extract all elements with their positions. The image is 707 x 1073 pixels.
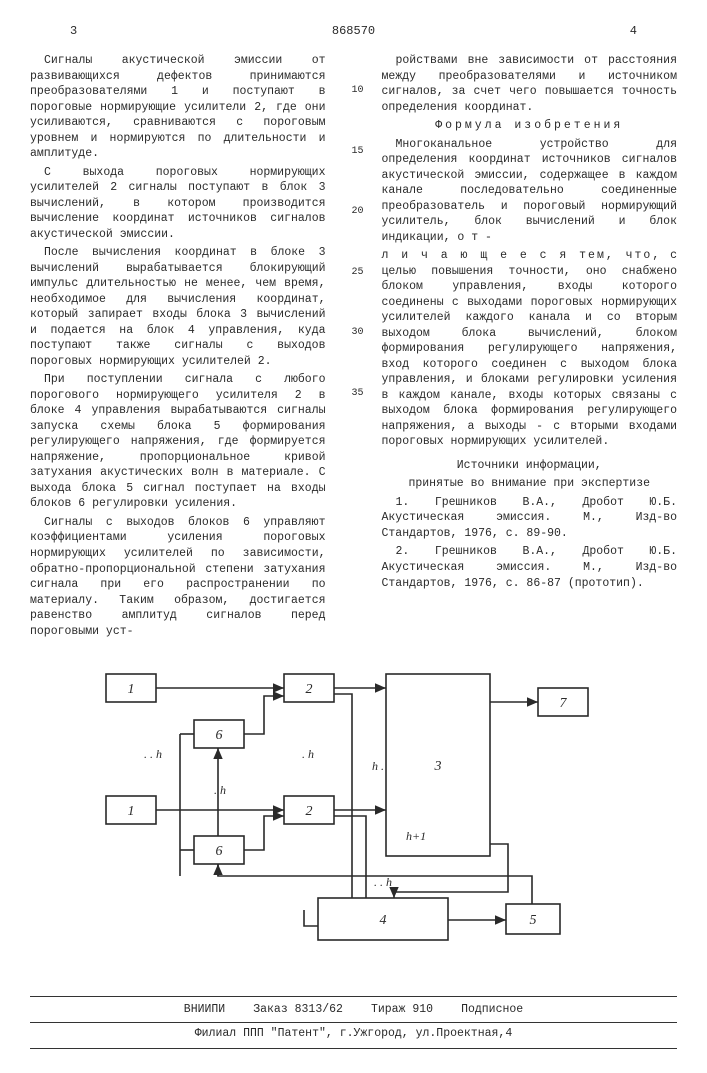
svg-text:6: 6 — [215, 844, 222, 859]
block-diagram: 1 1 6 6 2 2 3 7 4 5 . . h . h . h h . h+1 . . h — [84, 660, 624, 970]
svg-text:4: 4 — [379, 913, 386, 928]
para-cont: с целью повышения точности, оно снабжено… — [382, 249, 678, 448]
left-column: Сигналы акустической эмиссии от развиваю… — [30, 53, 326, 642]
sources-title: Источники информации, — [382, 458, 678, 474]
text-columns: Сигналы акустической эмиссии от развиваю… — [30, 53, 677, 642]
formula-heading: Формула изобретения — [382, 118, 678, 134]
page-header: 3 868570 4 — [30, 24, 677, 39]
svg-text:1: 1 — [127, 804, 134, 819]
para: Сигналы с выходов блоков 6 управляют коэ… — [30, 515, 326, 639]
source-item: 2. Грешников В.А., Дробот Ю.Б. Акустичес… — [382, 544, 678, 591]
svg-text:7: 7 — [559, 696, 567, 711]
svg-text:2: 2 — [305, 682, 312, 697]
svg-text:h .: h . — [372, 759, 384, 773]
line-num: 35 — [344, 388, 364, 401]
line-number-gutter: 10 15 20 25 30 35 — [344, 53, 364, 642]
svg-text:6: 6 — [215, 728, 222, 743]
svg-text:. h: . h — [302, 747, 314, 761]
right-column: ройствами вне зависимости от расстояния … — [382, 53, 678, 642]
svg-text:5: 5 — [529, 913, 536, 928]
line-num: 25 — [344, 267, 364, 280]
para: Многоканальное устройство для определени… — [382, 137, 678, 246]
footer-org: ВНИИПИ — [184, 1003, 225, 1017]
para: При поступлении сигнала с любого порогов… — [30, 372, 326, 512]
footer-address: Филиал ППП "Патент", г.Ужгород, ул.Проек… — [30, 1027, 677, 1041]
line-num: 10 — [344, 85, 364, 98]
line-num: 15 — [344, 146, 364, 159]
para: С выхода пороговых нормирующих усилителе… — [30, 165, 326, 243]
svg-text:2: 2 — [305, 804, 312, 819]
para: Сигналы акустической эмиссии от развиваю… — [30, 53, 326, 162]
footer-order: Заказ 8313/62 — [253, 1003, 343, 1017]
footer: ВНИИПИ Заказ 8313/62 Тираж 910 Подписное… — [30, 996, 677, 1049]
page-num-right: 4 — [630, 24, 637, 39]
footer-tirazh: Тираж 910 — [371, 1003, 433, 1017]
line-num: 20 — [344, 206, 364, 219]
para: л и ч а ю щ е е с я тем, что, с целью по… — [382, 248, 678, 450]
svg-text:h+1: h+1 — [406, 829, 426, 843]
doc-number: 868570 — [332, 24, 375, 39]
svg-text:. . h: . . h — [144, 747, 162, 761]
sources-sub: принятые во внимание при экспертизе — [382, 476, 678, 492]
para: После вычисления координат в блоке 3 выч… — [30, 245, 326, 369]
svg-text:. . h: . . h — [374, 875, 392, 889]
svg-text:3: 3 — [433, 759, 441, 774]
para: ройствами вне зависимости от расстояния … — [382, 53, 678, 115]
line-num: 30 — [344, 327, 364, 340]
svg-text:. h: . h — [214, 783, 226, 797]
para-spaced: л и ч а ю щ е е с я тем, что, — [382, 249, 662, 262]
svg-text:1: 1 — [127, 682, 134, 697]
page-num-left: 3 — [70, 24, 77, 39]
source-item: 1. Грешников В.А., Дробот Ю.Б. Акустичес… — [382, 495, 678, 542]
diagram-svg: 1 1 6 6 2 2 3 7 4 5 . . h . h . h h . h+1 . . h — [84, 660, 624, 970]
footer-sign: Подписное — [461, 1003, 523, 1017]
